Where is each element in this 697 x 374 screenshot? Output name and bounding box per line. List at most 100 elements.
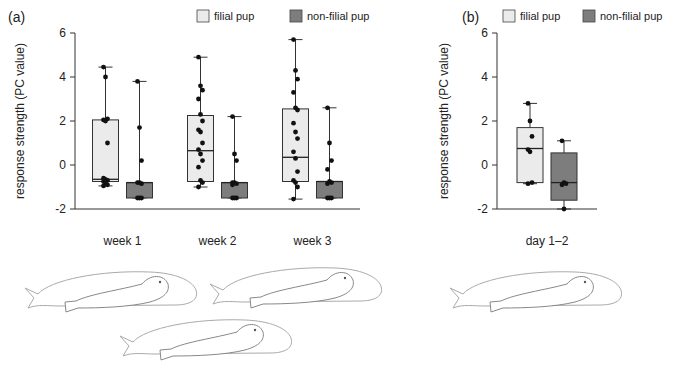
- data-point: [293, 180, 298, 185]
- data-point: [198, 112, 203, 117]
- data-point: [293, 68, 298, 73]
- data-point: [295, 77, 300, 82]
- x-tick-label: day 1–2: [526, 234, 569, 248]
- data-point: [325, 167, 330, 172]
- panel: (a) filial pup non-filial pup response stre…: [8, 9, 369, 248]
- box: [93, 120, 119, 182]
- data-point: [200, 88, 205, 93]
- data-point: [293, 130, 298, 135]
- data-point: [200, 141, 205, 146]
- box: [517, 128, 543, 183]
- legend-swatch: [583, 10, 595, 22]
- data-point: [291, 121, 296, 126]
- box: [317, 182, 343, 199]
- y-axis-label: response strength (PC value): [13, 43, 27, 199]
- data-point: [234, 158, 239, 163]
- y-tick: [70, 121, 75, 122]
- pup-seal: [250, 273, 353, 309]
- y-tick-label: 0: [59, 158, 66, 172]
- pup-seal: [490, 277, 593, 313]
- legend-swatch: [503, 10, 515, 22]
- seal-illustration: [120, 320, 292, 360]
- data-point: [196, 55, 201, 60]
- data-point: [293, 156, 298, 161]
- data-point: [526, 101, 531, 106]
- data-point: [291, 37, 296, 42]
- data-point: [530, 134, 535, 139]
- box: [188, 116, 214, 182]
- data-point: [291, 90, 296, 95]
- data-point: [198, 130, 203, 135]
- panel: (b) filial pup non-filial pup response stre…: [437, 9, 662, 248]
- marks: [93, 37, 343, 201]
- y-tick: [70, 77, 75, 78]
- data-point: [295, 169, 300, 174]
- pup-eye: [344, 277, 346, 279]
- figure: (a) filial pup non-filial pup response stre…: [0, 0, 697, 374]
- data-point: [198, 152, 203, 157]
- x-tick-label: week 1: [102, 234, 141, 248]
- y-tick: [492, 77, 497, 78]
- data-point: [103, 75, 108, 80]
- y-tick: [492, 165, 497, 166]
- data-point: [325, 196, 330, 201]
- y-tick: [70, 209, 75, 210]
- box: [551, 153, 577, 200]
- data-point: [230, 182, 235, 187]
- data-point: [135, 79, 140, 84]
- legend-swatch: [197, 10, 209, 22]
- data-point: [526, 181, 531, 186]
- y-tick-label: 6: [481, 26, 488, 40]
- data-point: [196, 165, 201, 170]
- y-tick-label: 0: [481, 158, 488, 172]
- data-point: [329, 158, 334, 163]
- data-point: [562, 207, 567, 212]
- data-point: [101, 65, 106, 70]
- pup-eye: [254, 329, 256, 331]
- data-point: [137, 125, 142, 130]
- data-point: [200, 158, 205, 163]
- data-point: [103, 119, 108, 124]
- data-point: [230, 114, 235, 119]
- legend-label: filial pup: [520, 10, 560, 22]
- data-point: [291, 149, 296, 154]
- x-tick-label: week 2: [197, 234, 236, 248]
- data-point: [327, 141, 332, 146]
- data-point: [528, 149, 533, 154]
- y-tick-label: -2: [477, 202, 488, 216]
- data-point: [101, 184, 106, 189]
- data-point: [196, 97, 201, 102]
- panel-label: (b): [462, 9, 479, 25]
- pup-eye: [584, 281, 586, 283]
- data-point: [139, 158, 144, 163]
- data-point: [139, 181, 144, 186]
- pup-seal: [65, 277, 168, 313]
- seal-illustration: [25, 272, 197, 312]
- x-tick-label: week 3: [292, 234, 331, 248]
- legend-label: non-filial pup: [600, 10, 662, 22]
- y-tick-label: 6: [59, 26, 66, 40]
- x-axis: [497, 209, 597, 210]
- legend-swatch: [290, 10, 302, 22]
- data-point: [139, 196, 144, 201]
- y-axis-label: response strength (PC value): [437, 43, 451, 199]
- x-axis: [75, 209, 360, 210]
- data-point: [196, 147, 201, 152]
- y-tick-label: 2: [59, 114, 66, 128]
- box: [283, 109, 309, 182]
- data-point: [528, 119, 533, 124]
- data-point: [105, 141, 110, 146]
- legend-label: non-filial pup: [307, 10, 369, 22]
- data-point: [295, 136, 300, 141]
- y-tick: [492, 33, 497, 34]
- y-tick-label: 4: [59, 70, 66, 84]
- data-point: [200, 180, 205, 185]
- data-point: [295, 108, 300, 113]
- pup-seal: [160, 325, 263, 361]
- legend-label: filial pup: [214, 10, 254, 22]
- panel-label: (a): [8, 9, 25, 25]
- data-point: [325, 105, 330, 110]
- data-point: [230, 196, 235, 201]
- y-tick: [492, 121, 497, 122]
- seal-illustration: [210, 268, 382, 308]
